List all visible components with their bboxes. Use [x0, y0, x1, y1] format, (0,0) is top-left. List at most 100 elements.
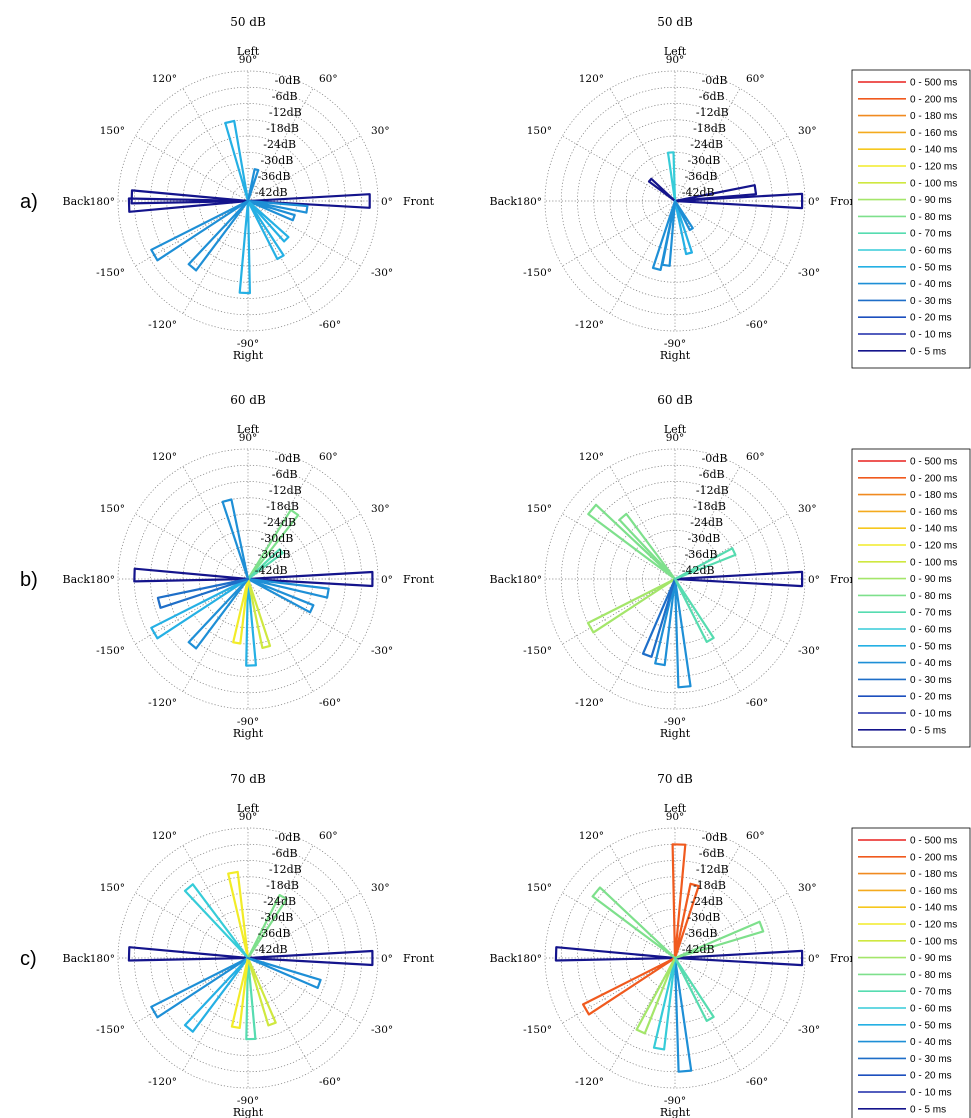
angle-tick-label: 150°: [527, 503, 552, 515]
response-ray: [246, 193, 371, 209]
angle-tick-label: -30°: [371, 645, 393, 657]
grid-spoke: [247, 88, 314, 202]
legend-3: 0 - 500 ms 0 - 200 ms 0 - 180 ms 0 - 160 ms…: [851, 827, 971, 1118]
grid-ring: [593, 119, 757, 283]
response-ray: [246, 577, 330, 599]
response-ray: [586, 577, 677, 634]
grid-ring: [544, 827, 806, 1089]
response-ray: [635, 956, 677, 1035]
legend-entry: 0 - 500 ms: [910, 78, 957, 89]
legend-entry: 0 - 140 ms: [910, 145, 957, 156]
angle-tick-label: 180°: [90, 196, 115, 208]
radial-tick-label: -30dB: [261, 911, 294, 924]
legend-entry: 0 - 50 ms: [910, 641, 952, 652]
plot-title: 70 dB: [230, 772, 266, 786]
grid-spoke: [674, 578, 741, 692]
response-ray: [673, 547, 737, 581]
response-ray: [587, 503, 677, 581]
grid-spoke: [674, 466, 741, 580]
polar-plot-4: 60 dB -0dB -6dB -12dB -18dB -24dB -30dB -36dB -4…: [490, 393, 862, 740]
response-ray: [673, 956, 715, 1022]
radial-tick-label: -12dB: [696, 106, 729, 119]
angle-tick-label: 180°: [517, 953, 542, 965]
direction-label-left: Left: [664, 45, 687, 58]
legend-entry: 0 - 180 ms: [910, 869, 957, 880]
grid-spoke: [609, 466, 676, 580]
grid-spoke: [247, 200, 361, 267]
plot-title: 50 dB: [657, 15, 693, 29]
angle-tick-label: 90°: [666, 432, 685, 444]
legend-entry: 0 - 20 ms: [910, 1071, 952, 1082]
response-ray: [183, 883, 250, 960]
response-ray: [150, 956, 250, 1019]
grid-spoke: [182, 845, 249, 959]
radial-tick-label: -6dB: [699, 468, 725, 481]
direction-label-left: Left: [237, 423, 260, 436]
angle-tick-label: -120°: [575, 319, 604, 331]
grid-spoke: [674, 578, 788, 645]
angle-tick-label: 60°: [319, 73, 338, 85]
grid-spoke: [135, 200, 249, 267]
radial-tick-label: -12dB: [269, 863, 302, 876]
response-ray: [246, 199, 296, 222]
grid-ring: [117, 827, 379, 1089]
angle-tick-label: -60°: [746, 697, 768, 709]
direction-label-back: Back: [490, 195, 518, 208]
response-ray: [246, 570, 374, 588]
direction-label-left: Left: [664, 423, 687, 436]
plot-title: 60 dB: [657, 393, 693, 407]
legend-entry: 0 - 70 ms: [910, 229, 952, 240]
angle-tick-label: -90°: [237, 1095, 259, 1107]
radial-tick-label: -42dB: [682, 943, 715, 956]
angle-tick-label: 30°: [798, 882, 817, 894]
angle-tick-label: -90°: [237, 338, 259, 350]
radial-tick-label: -24dB: [263, 516, 296, 529]
radial-tick-label: -42dB: [682, 564, 715, 577]
grid-spoke: [247, 892, 361, 959]
legend-2: 0 - 500 ms 0 - 200 ms 0 - 180 ms 0 - 160 ms…: [851, 448, 971, 748]
legend-entry: 0 - 60 ms: [910, 246, 952, 257]
response-ray: [641, 577, 677, 658]
angle-tick-label: 30°: [798, 125, 817, 137]
angle-tick-label: -120°: [148, 319, 177, 331]
response-ray: [673, 956, 693, 1073]
direction-label-back: Back: [490, 573, 518, 586]
legend-box: [851, 448, 971, 748]
angle-tick-label: -60°: [746, 1076, 768, 1088]
legend-box: [851, 69, 971, 369]
legend-entry: 0 - 200 ms: [910, 94, 957, 105]
plot-title: 50 dB: [230, 15, 266, 29]
legend-entry: 0 - 30 ms: [910, 296, 952, 307]
response-ray: [554, 946, 677, 962]
response-ray: [246, 956, 322, 989]
radial-tick-label: -12dB: [696, 863, 729, 876]
direction-label-front: Front: [403, 952, 435, 965]
angle-tick-label: 90°: [239, 54, 258, 66]
angle-tick-label: 60°: [746, 830, 765, 842]
radial-tick-label: -12dB: [269, 106, 302, 119]
angle-tick-label: 150°: [100, 503, 125, 515]
response-ray: [673, 577, 692, 689]
grid-spoke: [135, 135, 249, 202]
radial-tick-label: -36dB: [258, 927, 291, 940]
response-ray: [246, 577, 315, 614]
response-ray: [673, 192, 804, 210]
grid-ring: [544, 70, 806, 332]
radial-tick-label: -24dB: [690, 895, 723, 908]
angle-tick-label: 0°: [808, 196, 820, 208]
grid-ring: [577, 481, 773, 677]
response-ray: [246, 199, 290, 243]
grid-spoke: [609, 200, 676, 314]
angle-tick-label: 30°: [371, 125, 390, 137]
response-ray: [673, 199, 694, 232]
grid-ring: [150, 860, 346, 1056]
legend-entry: 0 - 20 ms: [910, 313, 952, 324]
grid-ring: [593, 876, 757, 1040]
angle-tick-label: -120°: [575, 1076, 604, 1088]
polar-plot-1: 50 dB -0dB -6dB -12dB -18dB -24dB -30dB -36dB -4…: [63, 15, 435, 362]
legend-entry: 0 - 120 ms: [910, 920, 957, 931]
grid-ring: [117, 70, 379, 332]
angle-tick-label: -60°: [319, 319, 341, 331]
angle-tick-label: 60°: [319, 830, 338, 842]
angle-tick-label: -150°: [523, 1024, 552, 1036]
